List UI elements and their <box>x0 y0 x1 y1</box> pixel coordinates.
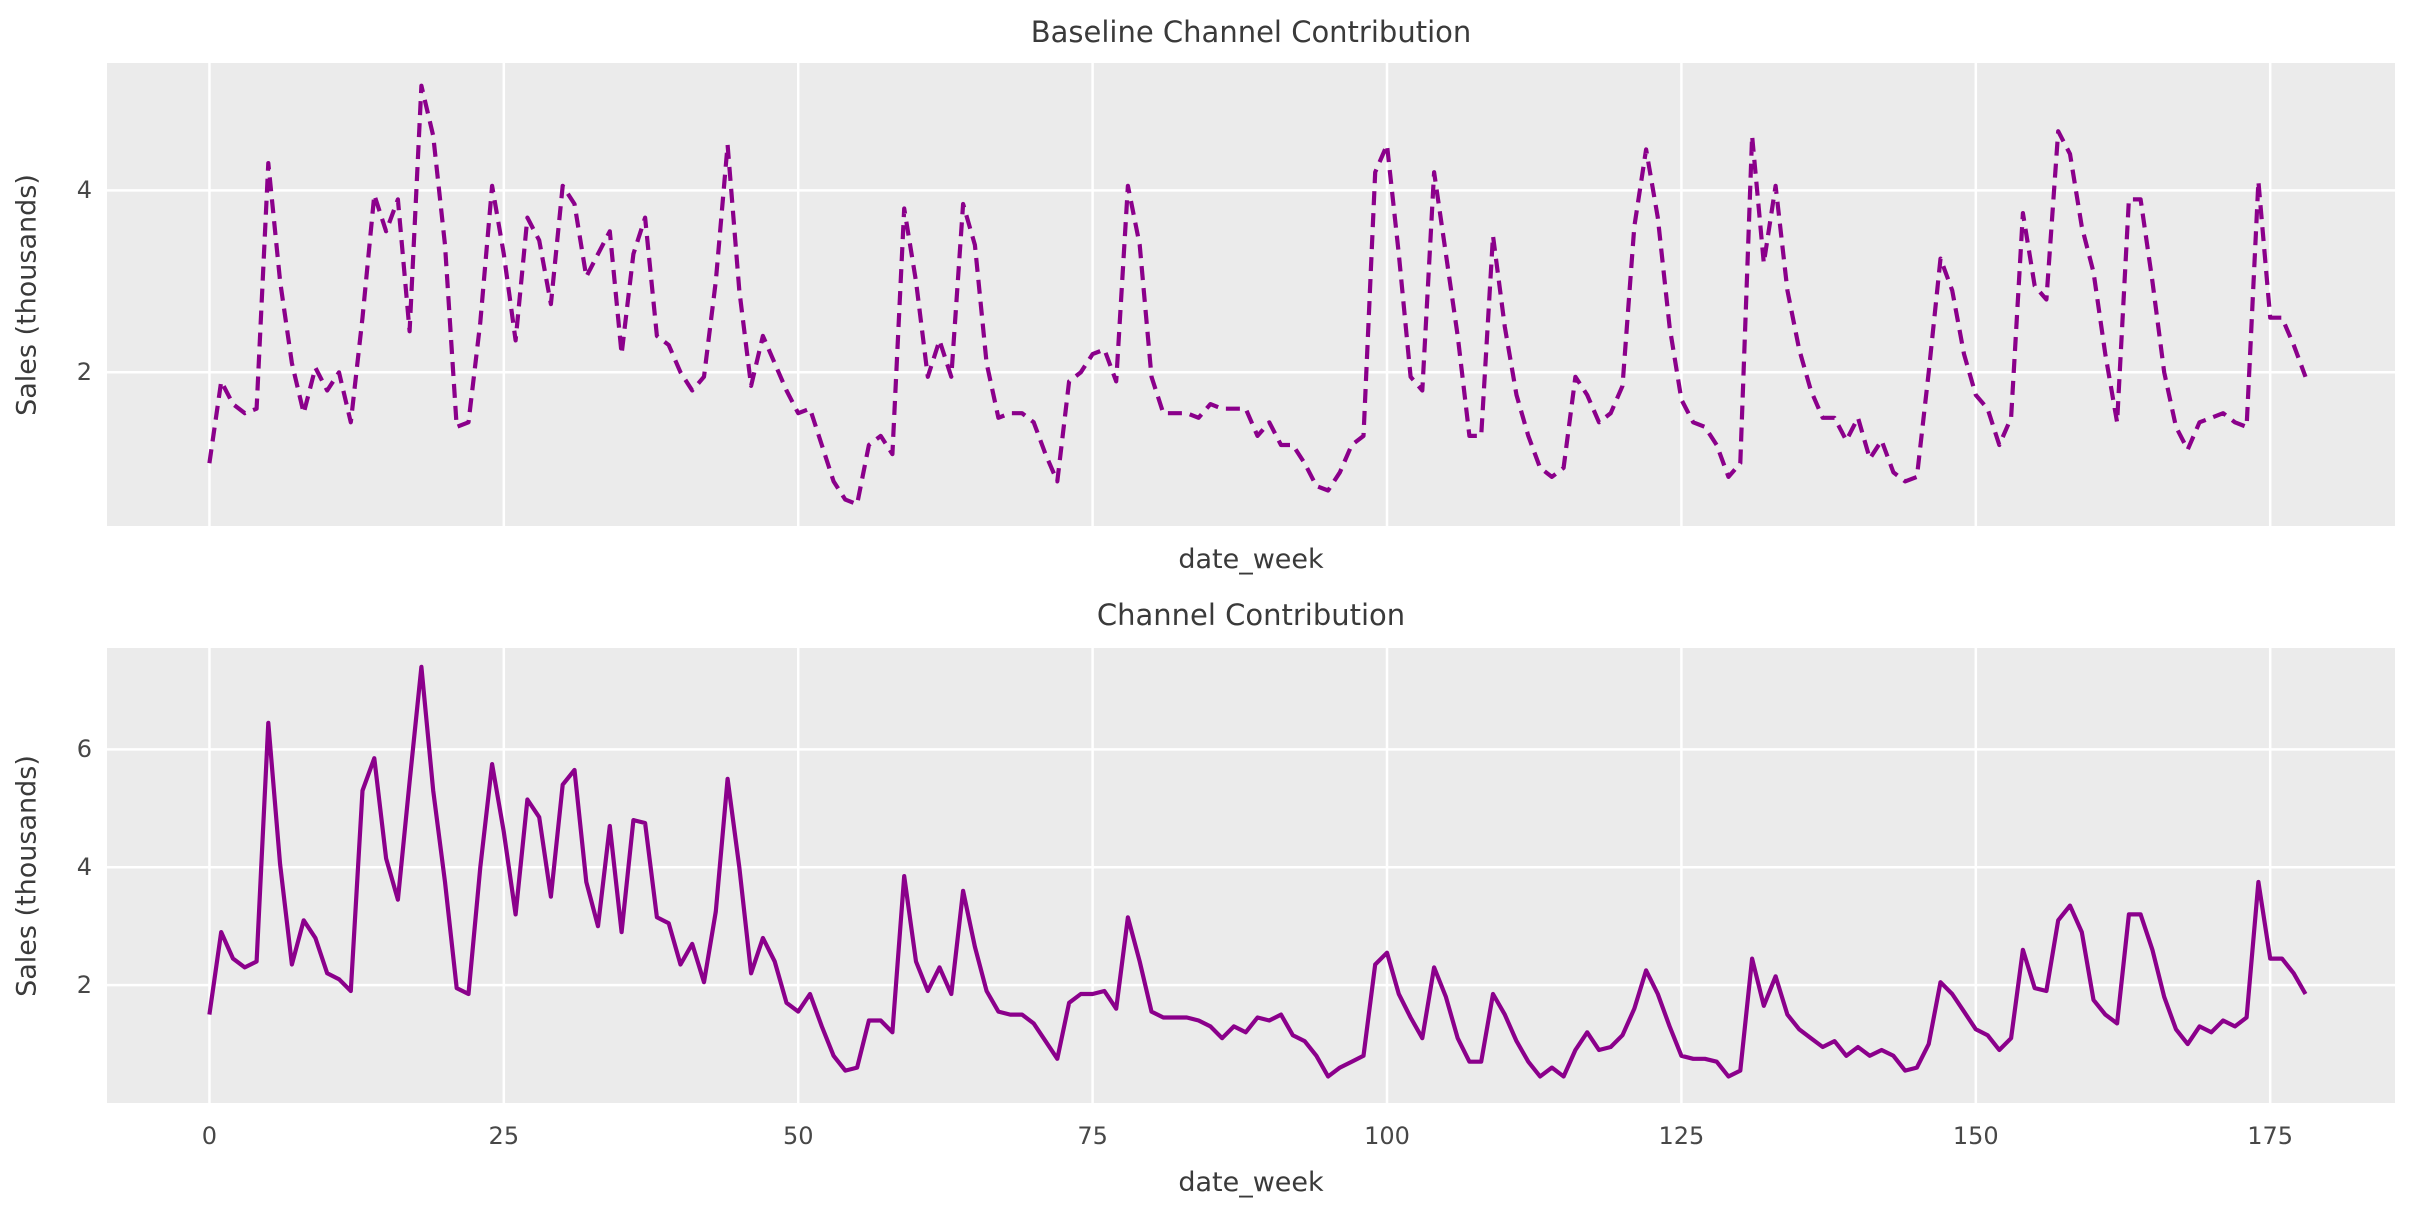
x-tick-label: 50 <box>782 1122 814 1150</box>
top-chart-title: Baseline Channel Contribution <box>1030 15 1472 49</box>
bottom-y-axis-label: Sales (thousands) <box>11 755 43 997</box>
y-tick-label: 4 <box>76 853 92 882</box>
channel-contribution-line <box>207 664 2308 1079</box>
y-tick-label: 2 <box>76 358 92 387</box>
y-tick-label: 6 <box>76 735 92 764</box>
plot-area <box>107 63 2395 526</box>
x-tick-label: 0 <box>201 1122 218 1150</box>
top-x-axis-label: date_week <box>1178 544 1324 575</box>
top-y-axis-label: Sales (thousands) <box>11 174 43 416</box>
baseline-contribution-line <box>207 83 2308 507</box>
y-tick-label: 4 <box>76 176 92 205</box>
x-tick-label: 125 <box>1658 1122 1705 1150</box>
plot-area <box>107 648 2395 1103</box>
x-tick-label: 100 <box>1364 1122 1410 1150</box>
bottom-x-axis-label: date_week <box>1178 1167 1324 1198</box>
x-tick-label: 175 <box>2247 1122 2294 1150</box>
y-tick-label: 2 <box>76 971 92 1000</box>
x-tick-label: 75 <box>1077 1122 1108 1150</box>
bottom-chart-title: Channel Contribution <box>1096 598 1406 632</box>
x-tick-label: 150 <box>1952 1122 1999 1150</box>
x-tick-label: 25 <box>488 1122 520 1150</box>
